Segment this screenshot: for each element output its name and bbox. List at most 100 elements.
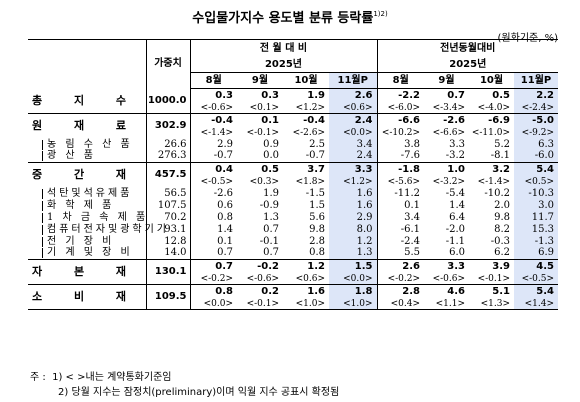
mom-value: 5.6 — [309, 211, 325, 223]
yoy-value: 6.4 — [449, 211, 465, 223]
mom-value: -1.5 — [305, 187, 325, 199]
yoy-contract-currency-value: <1.4> — [524, 299, 555, 309]
yoy-value-cell: 6.2 — [469, 247, 514, 260]
yoy-value-cell: -7.6 — [376, 150, 424, 163]
table-row: 1 차 금 속 제 품 70.2 0.8 1.3 5.6 2.9 3.4 6.4 9.8 11.7 — [28, 211, 559, 224]
yoy-value-cell: 0.7 <-3.4> — [424, 88, 469, 114]
mom-value: -0.7 — [213, 150, 233, 162]
weight-cell: 130.1 — [145, 259, 190, 285]
mom-value-cell: 1.5 — [283, 200, 329, 212]
yoy-value: -6.9 — [488, 115, 510, 126]
yoy-month-header: 9월 — [424, 72, 469, 89]
yoy-value: 2.8 — [402, 286, 420, 297]
mom-value: 1.2 — [307, 261, 325, 272]
mom-value-cell: 3.7 <1.8> — [283, 163, 329, 188]
row-label-text: 전 기 장 비 — [42, 236, 146, 247]
mom-value-cell: 2.9 — [329, 211, 377, 224]
yoy-value: -3.2 — [445, 150, 465, 162]
table-row: 화 학 제 품 107.5 0.6 -0.9 1.5 1.6 0.1 1.4 2.0 3.0 — [28, 199, 559, 212]
mom-value-cell: -0.4 <-2.6> — [283, 114, 329, 139]
mom-value-cell: -1.5 — [283, 188, 329, 200]
mom-value-cell: 0.1 <-0.1> — [237, 114, 283, 139]
row-label-text: 농 림 수 산 품 — [42, 139, 146, 150]
mom-contract-currency-value: <1.8> — [295, 177, 325, 187]
yoy-value: 5.4 — [536, 286, 555, 297]
mom-value: -2.6 — [213, 187, 233, 199]
mom-contract-currency-value: <0.6> — [343, 103, 373, 113]
yoy-contract-currency-value: <0.4> — [390, 299, 420, 309]
mom-value: 0.1 — [261, 115, 279, 126]
yoy-value-cell: 5.2 — [469, 139, 514, 151]
mom-value: 1.4 — [217, 223, 233, 235]
yoy-value: 3.4 — [404, 211, 420, 223]
mom-contract-currency-value: <-0.5> — [200, 177, 233, 187]
mom-value: 0.1 — [217, 235, 233, 247]
table-row: 총 지 수 1000.0 0.3 <-0.6> 0.3 <0.1> 1.9 <1.2> 2.6 <… — [28, 88, 559, 114]
mom-value-cell: 1.6 <1.0> — [283, 284, 329, 310]
mom-value: 2.9 — [356, 211, 373, 223]
mom-value-cell: 0.7 — [189, 247, 237, 260]
yoy-value-cell: 3.4 — [376, 211, 424, 224]
mom-contract-currency-value: <0.1> — [249, 103, 279, 113]
mom-value-cell: 0.8 — [283, 247, 329, 260]
yoy-value-cell: -6.1 — [376, 223, 424, 236]
yoy-value-cell: 5.1 <1.3> — [469, 284, 514, 310]
yoy-value: -5.4 — [445, 187, 465, 199]
mom-contract-currency-value: <-0.2> — [200, 274, 233, 284]
yoy-value-cell: 3.0 — [514, 199, 559, 212]
mom-value: 1.3 — [263, 211, 279, 223]
row-label: 중 간 재 — [32, 168, 141, 182]
mom-value: 0.8 — [309, 247, 325, 259]
yoy-value: -6.1 — [400, 223, 420, 235]
mom-value-cell: 0.8 <0.0> — [189, 284, 237, 310]
yoy-value-cell: -11.2 — [376, 187, 424, 200]
mom-value-cell: -2.6 — [189, 187, 237, 200]
mom-value-cell: 8.0 — [329, 223, 377, 236]
mom-value-cell: 0.3 <0.1> — [237, 88, 283, 114]
note-prefix: 주 : — [30, 372, 46, 383]
mom-value-cell: 1.4 — [189, 223, 237, 236]
mom-contract-currency-value: <0.3> — [249, 177, 279, 187]
yoy-value: -2.4 — [400, 235, 420, 247]
mom-value: 1.2 — [356, 235, 373, 247]
yoy-contract-currency-value: <-2.4> — [521, 103, 555, 113]
weight-cell: 56.5 — [145, 187, 190, 200]
yoy-value: -1.1 — [445, 235, 465, 247]
weight-cell: 12.8 — [145, 235, 190, 248]
row-label: 총 지 수 — [28, 88, 146, 114]
yoy-value: 1.0 — [447, 164, 465, 175]
header-category — [28, 39, 146, 89]
row-label-text: 컴퓨터전자및광학기기 — [42, 224, 166, 235]
mom-value-cell: 0.7 <-0.2> — [189, 259, 237, 285]
yoy-value: 0.5 — [492, 90, 510, 101]
mom-value-cell: 0.6 — [189, 199, 237, 212]
yoy-contract-currency-value: <-11.0> — [471, 128, 510, 138]
mom-value: 1.3 — [356, 247, 373, 259]
mom-contract-currency-value: <1.0> — [343, 299, 373, 309]
table-row: 소 비 재 109.5 0.8 <0.0> 0.2 <-0.1> 1.6 <1.0> 1.8 <1… — [28, 284, 559, 310]
yoy-value: 5.5 — [404, 247, 420, 259]
yoy-contract-currency-value: <-0.6> — [432, 274, 465, 284]
table-row: 자 본 재 130.1 0.7 <-0.2> -0.2 <-0.6> 1.2 <0.6> 1.5… — [28, 259, 559, 285]
yoy-contract-currency-value: <-1.4> — [477, 177, 510, 187]
yoy-value-cell: 1.0 <-3.2> — [424, 163, 469, 188]
yoy-value: 5.2 — [494, 138, 510, 150]
mom-value: 0.8 — [217, 211, 233, 223]
yoy-value-cell: 3.3 — [424, 139, 469, 151]
mom-contract-currency-value: <-0.6> — [246, 274, 279, 284]
yoy-value: 2.0 — [494, 199, 510, 211]
unit-label: (원화기준, %) — [497, 33, 558, 44]
yoy-value: 4.5 — [536, 261, 555, 272]
mom-value-cell: 1.3 — [237, 212, 283, 224]
mom-value-cell: -0.9 — [237, 200, 283, 212]
table-row: 원 재 료 302.9 -0.4 <-1.4> 0.1 <-0.1> -0.4 <-2.6> 2… — [28, 113, 559, 139]
yoy-value: -5.0 — [532, 115, 555, 126]
table-row: 중 간 재 457.5 0.4 <-0.5> 0.5 <0.3> 3.7 <1.8> 3.3 <1… — [28, 162, 559, 188]
mom-value-cell: 2.9 — [189, 138, 237, 151]
yoy-value: -1.8 — [398, 164, 420, 175]
yoy-value: 4.6 — [447, 286, 465, 297]
yoy-value-cell: -6.6 <-10.2> — [376, 113, 424, 139]
mom-value: 1.5 — [309, 199, 325, 211]
mom-value: 9.8 — [309, 223, 325, 235]
mom-value: 0.7 — [217, 247, 233, 259]
